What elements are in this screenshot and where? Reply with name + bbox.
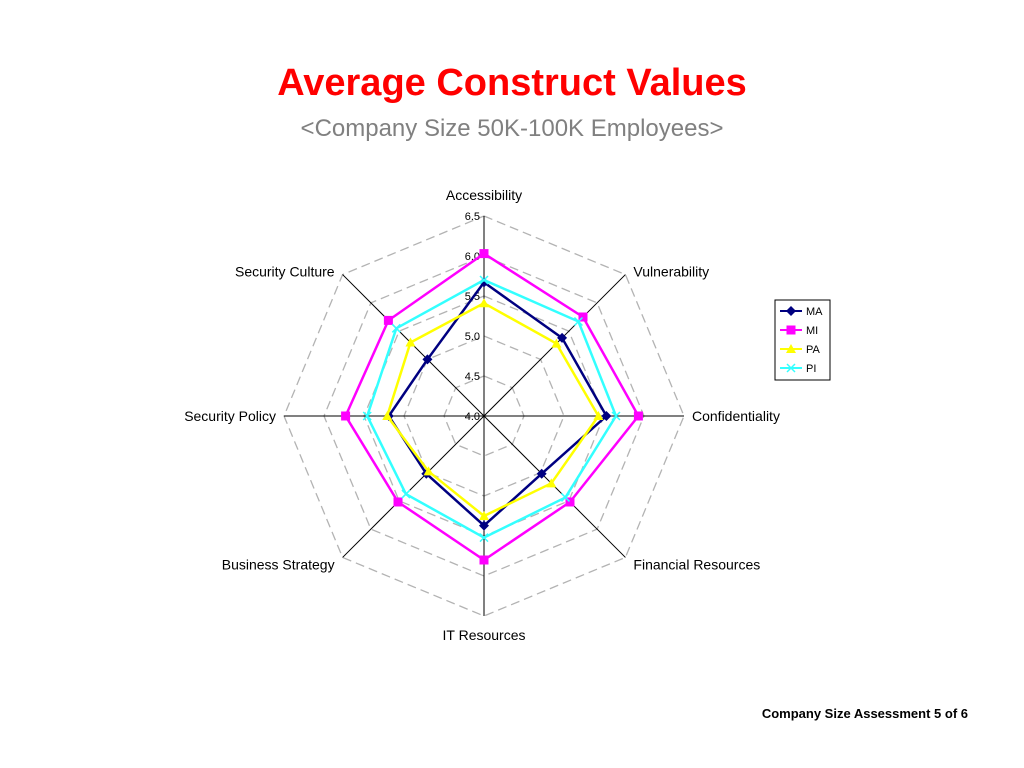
data-point-pi [479, 533, 489, 543]
gridline-5 [283, 215, 685, 617]
data-point-ma [601, 411, 612, 421]
data-point-mi [393, 497, 403, 507]
tick-label: 4.0 [465, 411, 480, 423]
data-point-mi [479, 555, 489, 565]
data-point-pa [423, 466, 434, 476]
category-label: Confidentiality [692, 408, 780, 424]
category-label: Financial Resources [633, 556, 760, 572]
data-point-pa [593, 411, 604, 420]
legend-label-pa: PA [806, 344, 821, 356]
data-point-ma [557, 332, 568, 343]
category-label: Vulnerability [633, 264, 709, 280]
data-point-mi [565, 497, 575, 507]
gridline-1 [443, 375, 525, 457]
legend-marker-mi [786, 325, 796, 335]
data-point-pa [479, 298, 489, 308]
data-point-pa [405, 337, 416, 347]
data-point-pa [551, 338, 562, 348]
legend-label-pi: PI [806, 363, 816, 375]
data-point-mi [479, 249, 489, 259]
data-point-mi [383, 315, 393, 325]
data-point-pi [560, 492, 570, 502]
category-label: Business Strategy [222, 556, 335, 572]
data-point-pa [479, 511, 489, 520]
legend-label-mi: MI [806, 325, 818, 337]
category-label: IT Resources [443, 627, 526, 643]
data-point-pi [391, 323, 401, 333]
data-point-ma [422, 354, 433, 365]
category-label: Security Culture [235, 264, 335, 280]
data-point-pi [362, 411, 372, 421]
tick-label: 6.5 [465, 211, 480, 223]
chart-subtitle: <Company Size 50K-100K Employees> [300, 115, 724, 142]
data-point-ma [536, 468, 547, 479]
data-point-mi [633, 411, 643, 421]
legend-marker-pi [786, 363, 796, 373]
tick-label: 4.5 [465, 371, 480, 383]
data-point-pa [382, 411, 393, 420]
data-point-mi [578, 312, 588, 322]
legend-marker-pa [786, 344, 796, 353]
data-point-pi [611, 411, 621, 421]
gridline-4 [323, 255, 645, 577]
series-line-pa [385, 301, 600, 518]
legend-marker-ma [786, 306, 796, 316]
category-label: Security Policy [184, 408, 276, 424]
tick-label: 5.0 [465, 331, 480, 343]
category-label: Accessibility [446, 187, 522, 203]
axis-spoke [342, 415, 485, 558]
legend-box [774, 299, 831, 381]
data-point-pa [546, 478, 557, 488]
data-point-mi [341, 411, 351, 421]
data-point-pi [573, 317, 583, 327]
data-point-pi [401, 489, 411, 499]
data-point-pi [479, 275, 489, 285]
data-point-ma [479, 520, 489, 531]
page-footer: Company Size Assessment 5 of 6 [761, 706, 968, 721]
chart-title: Average Construct Values [277, 62, 747, 104]
legend-label-ma: MA [806, 306, 823, 318]
